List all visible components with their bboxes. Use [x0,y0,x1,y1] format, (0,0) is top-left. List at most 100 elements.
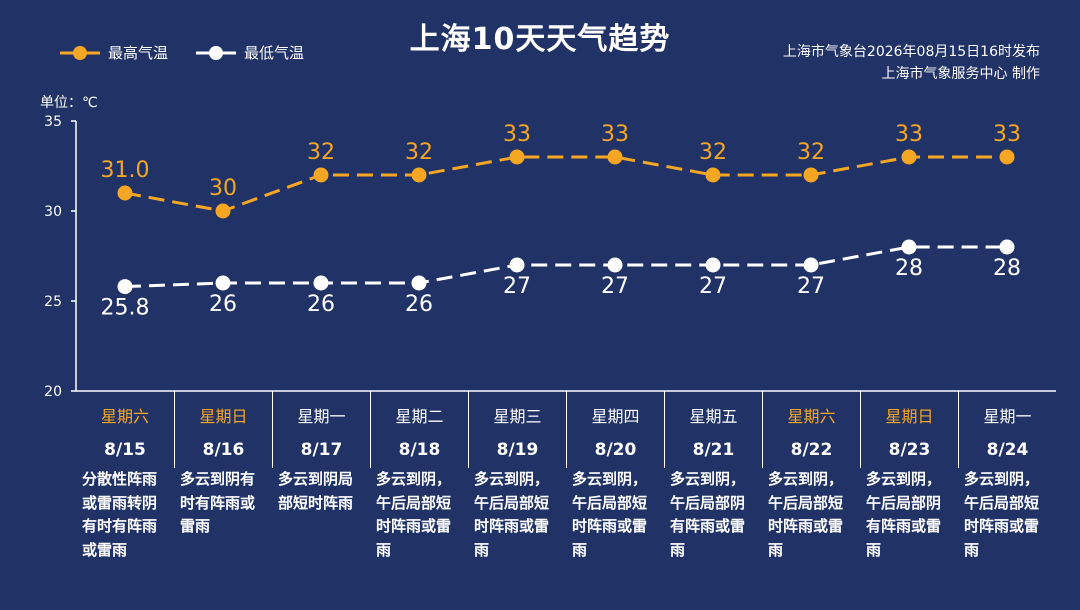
date-label: 8/17 [272,438,370,468]
weather-description: 多云到阴局部短时阵雨 [278,470,354,512]
weekday-label: 星期六 [762,391,860,438]
date-label: 8/15 [104,440,146,460]
weekday-label: 星期一 [272,391,370,438]
weekday-label: 星期一 [958,391,1056,438]
data-label-low: 27 [503,274,531,299]
weather-description: 多云到阴，午后局部短时阵雨或雷雨 [474,470,550,559]
data-label-low: 27 [699,274,727,299]
legend-item-low: 最低气温 [196,42,304,63]
day-column: 星期五 8/21 多云到阴，午后局部阴有阵雨或雷雨 [664,391,762,562]
data-point-high [607,149,623,165]
legend-label-low: 最低气温 [244,44,305,62]
data-label-low: 26 [209,292,237,317]
weather-description: 多云到阴，午后局部短时阵雨或雷雨 [964,470,1040,559]
data-label-low: 26 [405,292,433,317]
high-temp-legend-icon [60,45,100,60]
day-column: 星期一 8/24 多云到阴，午后局部短时阵雨或雷雨 [958,391,1056,562]
data-point-low [803,257,819,273]
legend-item-high: 最高气温 [60,42,168,63]
weather-description: 多云到阴，午后局部短时阵雨或雷雨 [768,470,844,559]
data-label-high: 32 [405,140,433,165]
weather-description: 分散性阵雨或雷雨转阴有时有阵雨或雷雨 [82,470,158,559]
data-label-high: 33 [503,122,531,147]
data-point-high [313,167,329,183]
forecast-table: 星期六 8/15 分散性阵雨或雷雨转阴有时有阵雨或雷雨 星期日 8/16 多云到阴有时有阵… [76,391,1056,562]
data-label-low: 25.8 [101,296,150,321]
data-label-high: 32 [307,140,335,165]
data-point-low [117,279,133,295]
data-point-high [411,167,427,183]
source-line-1: 上海市气象台2026年08月15日16时发布 [782,44,1040,60]
data-point-high [803,167,819,183]
data-point-low [215,275,231,291]
weekday-label: 星期四 [566,391,664,438]
data-label-low: 27 [601,274,629,299]
date-label: 8/21 [664,438,762,468]
data-label-low: 26 [307,292,335,317]
data-point-high [215,203,231,219]
data-point-high [901,149,917,165]
day-column: 星期二 8/18 多云到阴，午后局部短时阵雨或雷雨 [370,391,468,562]
y-tick-label: 30 [44,204,62,220]
y-tick-label: 25 [44,294,62,310]
weekday-label: 星期五 [664,391,762,438]
data-label-low: 28 [895,256,923,281]
day-column: 星期六 8/15 分散性阵雨或雷雨转阴有时有阵雨或雷雨 [76,391,174,562]
data-point-low [705,257,721,273]
data-label-high: 31.0 [101,158,150,183]
data-label-high: 30 [209,176,237,201]
weekday-label: 星期日 [174,391,272,438]
data-label-high: 32 [797,140,825,165]
data-label-high: 32 [699,140,727,165]
day-column: 星期六 8/22 多云到阴，午后局部短时阵雨或雷雨 [762,391,860,562]
date-label: 8/18 [370,438,468,468]
legend-label-high: 最高气温 [108,44,169,62]
low-temp-legend-icon [196,45,237,60]
data-label-high: 33 [895,122,923,147]
source-line-2: 上海市气象服务中心 制作 [881,66,1040,82]
weather-description: 多云到阴，午后局部短时阵雨或雷雨 [572,470,648,559]
weather-description: 多云到阴，午后局部阴有阵雨或雷雨 [670,470,746,559]
weekday-label: 星期三 [468,391,566,438]
legend: 最高气温 最低气温 [60,42,304,63]
date-label: 8/23 [860,438,958,468]
y-tick-label: 35 [44,114,62,130]
data-point-low [607,257,623,273]
day-column: 星期日 8/16 多云到阴有时有阵雨或雷雨 [174,391,272,562]
weather-description: 多云到阴有时有阵雨或雷雨 [180,470,256,535]
data-point-high [705,167,721,183]
data-point-low [313,275,329,291]
date-label: 8/22 [762,438,860,468]
day-column: 星期一 8/17 多云到阴局部短时阵雨 [272,391,370,562]
series-line-low [124,245,1007,289]
data-label-high: 33 [601,122,629,147]
data-label-low: 27 [797,274,825,299]
data-point-low [901,239,917,255]
date-label: 8/16 [174,438,272,468]
weekday-label: 星期六 [100,406,149,426]
data-point-high [999,149,1015,165]
day-column: 星期日 8/23 多云到阴，午后局部阴有阵雨或雷雨 [860,391,958,562]
weather-description: 多云到阴，午后局部短时阵雨或雷雨 [376,470,452,559]
series-line-high [124,155,1007,213]
weekday-label: 星期二 [370,391,468,438]
data-point-low [509,257,525,273]
source-note: 上海市气象台2026年08月15日16时发布 上海市气象服务中心 制作 [783,41,1040,85]
data-point-low [999,239,1015,255]
weather-description: 多云到阴，午后局部阴有阵雨或雷雨 [866,470,942,559]
date-label: 8/24 [958,438,1056,468]
weekday-label: 星期日 [860,391,958,438]
chart-title: 上海10天天气趋势 [409,22,671,57]
day-column: 星期三 8/19 多云到阴，午后局部短时阵雨或雷雨 [468,391,566,562]
date-label: 8/20 [566,438,664,468]
data-point-high [509,149,525,165]
data-point-high [117,185,133,201]
date-label: 8/19 [468,438,566,468]
data-label-high: 33 [993,122,1021,147]
day-column: 星期四 8/20 多云到阴，午后局部短时阵雨或雷雨 [566,391,664,562]
y-tick-label: 20 [44,384,62,400]
data-label-low: 28 [993,256,1021,281]
data-point-low [411,275,427,291]
unit-label: 单位：℃ [40,95,98,111]
